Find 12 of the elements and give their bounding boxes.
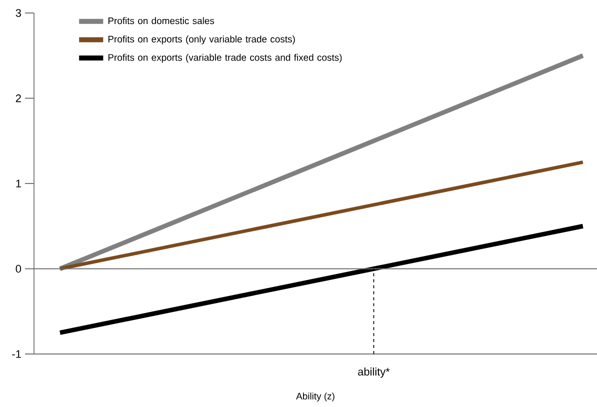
- line-series: [58, 53, 586, 271]
- x-tick-label: ability*: [358, 368, 390, 378]
- y-tick-label: 3: [16, 9, 21, 17]
- line-series: [58, 160, 585, 270]
- legend-label: Profits on domestic sales: [108, 17, 214, 24]
- x-axis-title: Ability (z): [296, 392, 334, 402]
- y-tick-label: 2: [16, 94, 21, 102]
- legend-label: Profits on exports (only variable trade costs): [108, 36, 295, 44]
- legend-label: Profits on exports (variable trade costs and fixed costs): [108, 54, 342, 63]
- y-tick-label: 0: [16, 264, 22, 273]
- y-tick-label: 1: [16, 180, 21, 188]
- y-tick-label: -1: [12, 350, 21, 358]
